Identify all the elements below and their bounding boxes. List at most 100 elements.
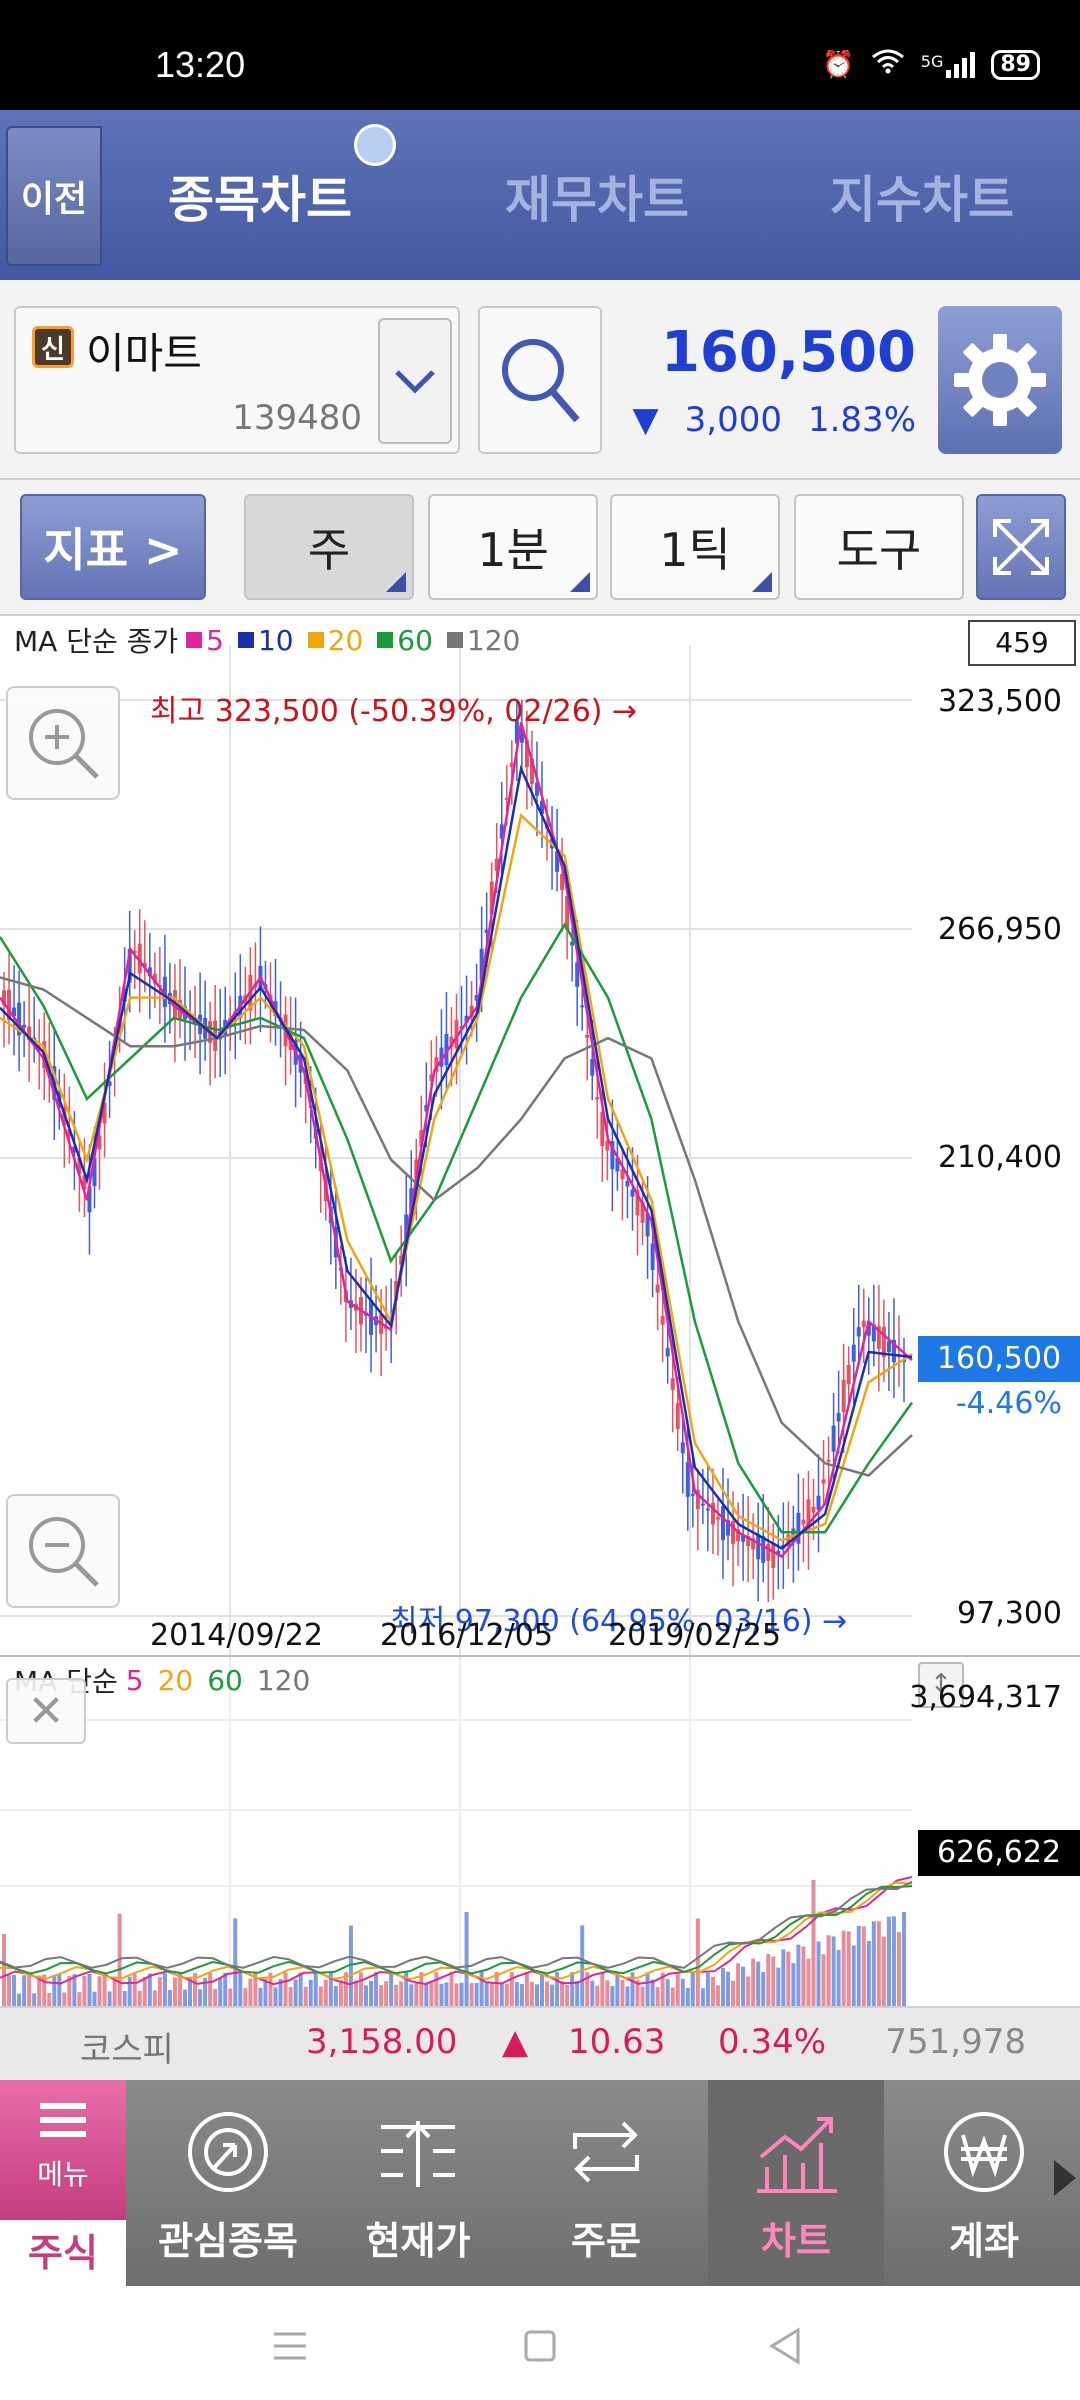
- nav-scroll-right-icon[interactable]: [1054, 2160, 1076, 2196]
- volume-bar: [585, 1972, 590, 2006]
- nav-account[interactable]: 계좌: [896, 2080, 1072, 2286]
- volume-bar: [429, 1982, 434, 2006]
- candle-body: [766, 1543, 771, 1561]
- volume-bar: [534, 1984, 539, 2006]
- volume-bar: [519, 1984, 524, 2006]
- candle-body: [534, 782, 539, 796]
- tab-index-chart[interactable]: 지수차트: [830, 171, 1014, 229]
- panel-resize-handle[interactable]: ↕: [918, 1662, 964, 1708]
- stock-dropdown-button[interactable]: [378, 318, 452, 444]
- y-tick-label: 323,500: [937, 684, 1062, 719]
- zoom-out-button[interactable]: [6, 1494, 120, 1608]
- market-index-bar[interactable]: 코스피 3,158.00 ▲ 10.63 0.34% 751,978: [0, 2006, 1080, 2080]
- volume-bar: [600, 1972, 605, 2006]
- candle-body: [479, 948, 484, 981]
- volume-bar: [816, 1941, 821, 2006]
- zoom-in-button[interactable]: [6, 686, 120, 800]
- ma-legend-120: 120: [446, 624, 520, 657]
- expand-button[interactable]: [976, 494, 1066, 600]
- candle-body: [504, 797, 509, 800]
- volume-bar: [293, 1979, 298, 2006]
- wifi-icon: [871, 48, 905, 81]
- notification-badge-icon[interactable]: [354, 124, 396, 166]
- candle-body: [705, 1508, 710, 1511]
- back-nav-button[interactable]: [756, 2316, 816, 2376]
- tools-button[interactable]: 도구: [794, 494, 964, 600]
- chevron-down-icon: [395, 370, 435, 394]
- volume-bar: [228, 1988, 233, 2006]
- volume-bar: [223, 1972, 228, 2006]
- menu-button[interactable]: 메뉴: [0, 2080, 126, 2220]
- candle-body: [404, 1214, 409, 1246]
- volume-bar: [409, 1984, 414, 2006]
- volume-ma-line: [0, 1880, 913, 1969]
- volume-bar: [243, 1988, 248, 2006]
- recent-apps-button[interactable]: [260, 2316, 320, 2376]
- network-type-label: 5G: [920, 51, 944, 71]
- volume-bar: [580, 1925, 585, 2006]
- volume-bar: [449, 1972, 454, 2006]
- volume-bar: [570, 1972, 575, 2006]
- candle-body: [660, 1316, 665, 1325]
- volume-bar: [529, 1981, 534, 2006]
- volume-bar: [625, 1986, 630, 2006]
- stock-selector[interactable]: 신 이마트 139480: [14, 306, 460, 454]
- volume-bar: [766, 1953, 771, 2006]
- candle-body: [575, 962, 580, 987]
- back-button[interactable]: 이전: [6, 126, 102, 266]
- price-chart[interactable]: [0, 616, 1080, 2006]
- volume-bar: [871, 1921, 876, 2006]
- volume-bar: [253, 1972, 258, 2006]
- visible-count[interactable]: 459: [968, 620, 1076, 666]
- volume-bar: [374, 1972, 379, 2006]
- stock-category-tab[interactable]: 주식: [0, 2220, 126, 2286]
- legend-swatch: [186, 632, 203, 648]
- ma-legend-20: 20: [307, 624, 363, 657]
- nav-watchlist[interactable]: 관심종목: [140, 2080, 316, 2286]
- ma-legend-60: 60: [377, 624, 433, 657]
- volume-bar: [72, 1974, 77, 2006]
- candle-body: [137, 943, 142, 974]
- volume-bar: [560, 1981, 565, 2006]
- volume-bar: [791, 1963, 796, 2006]
- home-button[interactable]: [510, 2316, 570, 2376]
- volume-bar: [756, 1961, 761, 2006]
- tab-financial-chart[interactable]: 재무차트: [505, 171, 689, 229]
- volume-bar: [861, 1926, 866, 2006]
- volume-bar: [102, 1973, 107, 2006]
- minute-button[interactable]: 1분: [428, 494, 598, 600]
- search-button[interactable]: [478, 306, 602, 454]
- chart-area[interactable]: MA 단순 종가 5 10 20 60 120 459 최고 323,500 (-50.…: [0, 616, 1080, 2006]
- volume-bar: [615, 1972, 620, 2006]
- volume-bar: [152, 1990, 157, 2006]
- nav-current-price[interactable]: 현재가: [330, 2080, 506, 2286]
- tick-button[interactable]: 1틱: [610, 494, 780, 600]
- candle-body: [836, 1413, 841, 1422]
- up-arrow-icon: ▲: [502, 2022, 529, 2062]
- volume-bar: [82, 1976, 87, 2006]
- volume-max-label: 3,694,317: [909, 1680, 1062, 1715]
- nav-chart[interactable]: 차트: [708, 2080, 884, 2286]
- hamburger-icon: [40, 2117, 86, 2123]
- period-week-button[interactable]: 주: [244, 494, 414, 600]
- tab-stock-chart[interactable]: 종목차트: [168, 171, 352, 229]
- volume-bar: [454, 1983, 459, 2006]
- volume-bar: [328, 1972, 333, 2006]
- volume-bar: [183, 1989, 188, 2006]
- settings-button[interactable]: [938, 306, 1062, 454]
- volume-bar: [866, 1940, 871, 2006]
- legend-swatch: [307, 632, 324, 648]
- volume-bar: [705, 1972, 710, 2006]
- indicator-button[interactable]: 지표 >: [20, 494, 206, 600]
- search-icon: [502, 339, 580, 423]
- candle-body: [715, 1517, 720, 1520]
- close-volume-button[interactable]: ✕: [6, 1678, 86, 1744]
- nav-order[interactable]: 주문: [518, 2080, 694, 2286]
- current-price: 160,500: [660, 320, 916, 385]
- candle-body: [585, 1034, 590, 1038]
- volume-bar: [122, 1991, 127, 2006]
- system-navigation-bar: [0, 2286, 1080, 2400]
- volume-bar: [37, 1975, 42, 2006]
- volume-bar: [695, 1918, 700, 2006]
- candle-body: [509, 762, 514, 768]
